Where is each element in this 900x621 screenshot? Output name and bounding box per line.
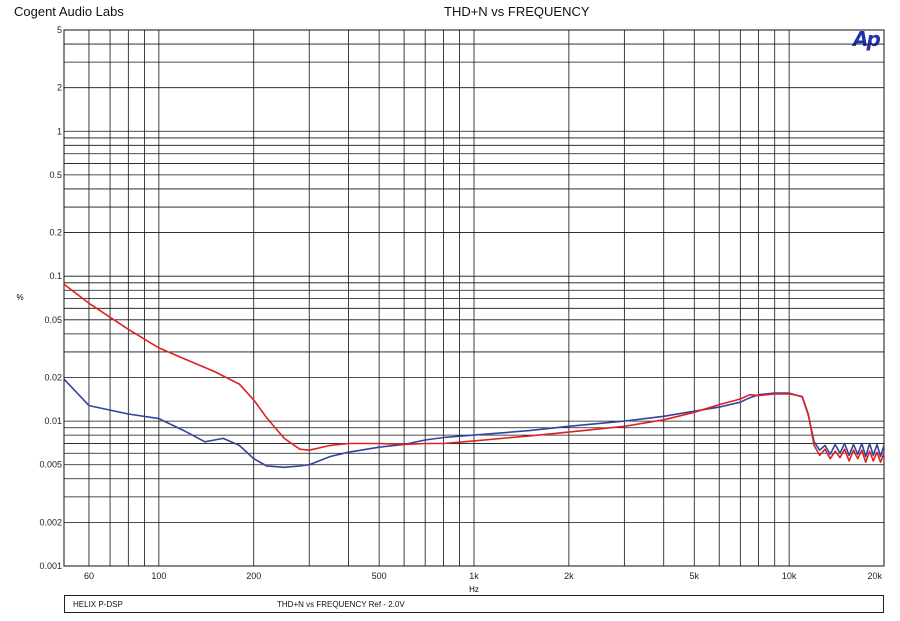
x-tick-label: 1k <box>469 571 479 581</box>
footer-description: THD+N vs FREQUENCY Ref - 2.0V <box>277 600 405 609</box>
x-tick-label: 60 <box>84 571 94 581</box>
x-tick-label: 10k <box>782 571 797 581</box>
x-axis-label: Hz <box>469 585 479 594</box>
x-tick-label: 20k <box>867 571 882 581</box>
x-tick-label: 2k <box>564 571 574 581</box>
chart-brand: Cogent Audio Labs <box>14 4 124 19</box>
y-tick-label: 5 <box>57 25 62 35</box>
y-tick-label: 0.01 <box>44 416 62 426</box>
y-tick-label: 0.002 <box>39 517 62 527</box>
x-tick-label: 100 <box>151 571 166 581</box>
y-axis-label: % <box>16 293 23 302</box>
y-tick-labels: 5 2 1 0.5 0.2 0.1 0.05 0.02 0.01 0.005 0.002 0.001 <box>39 25 62 571</box>
grid-layer <box>64 30 884 566</box>
footer-info-box: HELIX P-DSP THD+N vs FREQUENCY Ref - 2.0… <box>64 595 884 613</box>
x-tick-label: 5k <box>690 571 700 581</box>
series-line-2 <box>63 283 885 464</box>
x-tick-label: 200 <box>246 571 261 581</box>
ap-logo-icon: Ap <box>853 27 881 51</box>
x-tick-label: 500 <box>372 571 387 581</box>
y-tick-label: 0.5 <box>49 170 62 180</box>
x-tick-labels: 60 100 200 500 1k 2k 5k 10k 20k <box>84 571 883 581</box>
y-tick-label: 0.1 <box>49 271 62 281</box>
y-tick-label: 0.05 <box>44 315 62 325</box>
y-tick-label: 1 <box>57 126 62 136</box>
y-tick-label: 0.02 <box>44 372 62 382</box>
series-layer <box>63 283 885 469</box>
y-tick-label: 0.001 <box>39 561 62 571</box>
y-tick-label: 2 <box>57 83 62 93</box>
plot-frame <box>63 29 885 567</box>
footer-device-name: HELIX P-DSP <box>73 600 123 609</box>
y-tick-label: 0.005 <box>39 460 62 470</box>
chart-title: THD+N vs FREQUENCY <box>444 4 590 19</box>
y-tick-label: 0.2 <box>49 228 62 238</box>
